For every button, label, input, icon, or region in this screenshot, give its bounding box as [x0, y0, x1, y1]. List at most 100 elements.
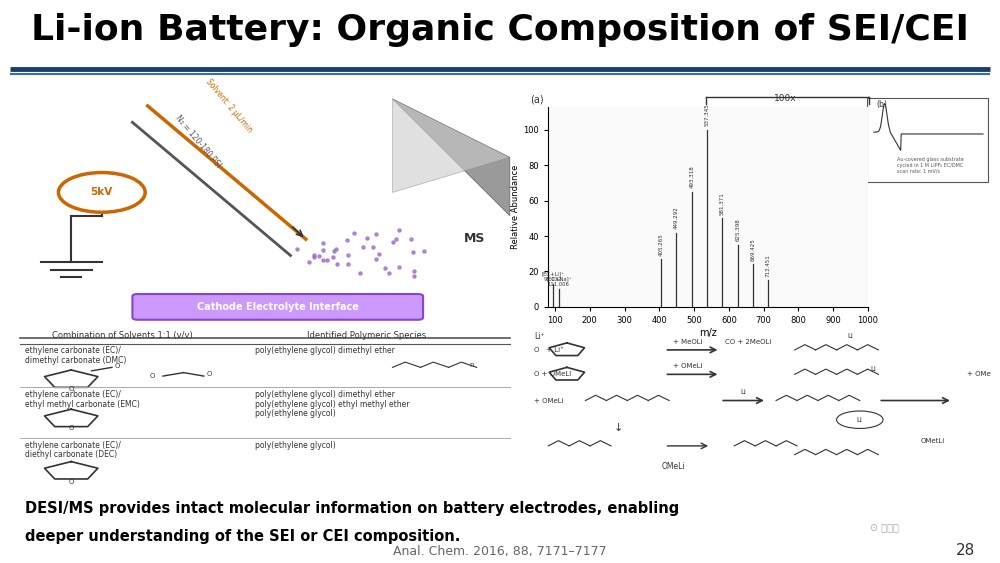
Text: O: O	[150, 373, 155, 379]
Text: ethylene carbonate (EC)/: ethylene carbonate (EC)/	[25, 346, 121, 355]
Text: ethylene carbonate (EC)/: ethylene carbonate (EC)/	[25, 390, 121, 399]
Circle shape	[58, 172, 145, 212]
Text: O: O	[114, 363, 120, 369]
Point	[365, 242, 381, 251]
Text: MS: MS	[463, 232, 485, 245]
Text: Li: Li	[741, 389, 746, 395]
Text: O + OMeLi: O + OMeLi	[534, 372, 572, 377]
Text: deeper understanding of the SEI or CEI composition.: deeper understanding of the SEI or CEI c…	[25, 529, 460, 544]
Text: ⊙ 科研场: ⊙ 科研场	[870, 522, 899, 533]
Y-axis label: Relative Abundance: Relative Abundance	[511, 165, 520, 249]
Text: Combination of Solvents 1:1 (v/v): Combination of Solvents 1:1 (v/v)	[52, 330, 193, 339]
Point	[391, 262, 407, 271]
Text: CO + 2MeOLi: CO + 2MeOLi	[725, 339, 771, 345]
Point	[326, 247, 342, 256]
Text: poly(ethylene glycol) ethyl methyl ether: poly(ethylene glycol) ethyl methyl ether	[255, 400, 409, 409]
Text: ↓: ↓	[613, 423, 623, 434]
Text: O: O	[69, 386, 74, 392]
Point	[359, 233, 375, 242]
FancyBboxPatch shape	[867, 98, 988, 182]
Text: dimethyl carbonate (DMC): dimethyl carbonate (DMC)	[25, 356, 127, 365]
Point	[377, 263, 393, 272]
Point	[346, 228, 362, 237]
Point	[315, 256, 331, 265]
Point	[352, 269, 368, 278]
Text: Au-covered glass substrate
cycled in 1 M LiPF₆ EC/DMC
scan rate: 1 mV/s: Au-covered glass substrate cycled in 1 M…	[897, 157, 964, 174]
Text: [EC+Na]⁺
111.006: [EC+Na]⁺ 111.006	[546, 276, 572, 287]
Text: N₂ = 120-180 PSI: N₂ = 120-180 PSI	[173, 113, 222, 169]
Text: 713.451: 713.451	[766, 254, 771, 277]
Text: ethylene carbonate (EC)/: ethylene carbonate (EC)/	[25, 441, 121, 450]
Text: (b): (b)	[876, 100, 887, 109]
Point	[319, 256, 335, 265]
Polygon shape	[392, 99, 510, 193]
X-axis label: m/z: m/z	[699, 328, 717, 338]
Point	[329, 260, 345, 269]
Point	[385, 238, 401, 247]
Point	[368, 255, 384, 264]
Point	[325, 253, 341, 262]
Text: O: O	[69, 426, 74, 431]
Text: Li⁺: Li⁺	[534, 332, 545, 341]
Point	[368, 230, 384, 239]
Point	[388, 235, 404, 244]
Text: Identified Polymeric Species: Identified Polymeric Species	[307, 330, 427, 339]
Text: + MeOLi: + MeOLi	[673, 339, 703, 345]
Point	[355, 243, 371, 252]
Text: Li: Li	[871, 366, 877, 372]
Text: 625.398: 625.398	[735, 218, 740, 242]
Text: 449.292: 449.292	[674, 206, 679, 229]
Text: Solvent: 2 μL/min: Solvent: 2 μL/min	[204, 77, 254, 134]
Point	[405, 248, 421, 257]
Text: [EC+Li]⁺
95.032: [EC+Li]⁺ 95.032	[542, 271, 565, 282]
Text: O   + Li⁺: O + Li⁺	[534, 347, 564, 353]
Point	[311, 252, 327, 261]
Point	[339, 235, 355, 244]
Text: Cathode Electrolyte Interface: Cathode Electrolyte Interface	[197, 302, 359, 312]
Text: Li: Li	[848, 333, 853, 339]
Text: OMeLi: OMeLi	[662, 462, 686, 471]
Text: Li-ion Battery: Organic Composition of SEI/CEI: Li-ion Battery: Organic Composition of S…	[31, 13, 969, 47]
Text: 669.425: 669.425	[751, 238, 756, 261]
Point	[328, 245, 344, 254]
Text: 5kV: 5kV	[91, 187, 113, 198]
Text: + OMe: + OMe	[967, 372, 990, 377]
Text: DESI/MS provides intact molecular information on battery electrodes, enabling: DESI/MS provides intact molecular inform…	[25, 502, 679, 516]
Text: 581.371: 581.371	[720, 192, 725, 215]
Text: Li: Li	[857, 417, 863, 423]
Text: 28: 28	[956, 543, 975, 558]
Text: OMetLi: OMetLi	[920, 437, 944, 444]
Text: diethyl carbonate (DEC): diethyl carbonate (DEC)	[25, 450, 117, 459]
Point	[315, 238, 331, 247]
Point	[289, 244, 305, 253]
Text: + OMeLi: + OMeLi	[673, 363, 703, 369]
Point	[306, 252, 322, 261]
Point	[340, 251, 356, 260]
Text: + OMeLi: + OMeLi	[534, 397, 564, 404]
Point	[371, 249, 387, 258]
Text: O: O	[206, 372, 212, 377]
Point	[315, 245, 331, 254]
Point	[301, 257, 317, 266]
Text: + Li⁺: + Li⁺	[748, 118, 771, 127]
Text: poly(ethylene glycol) dimethyl ether: poly(ethylene glycol) dimethyl ether	[255, 390, 395, 399]
Text: poly(ethylene glycol): poly(ethylene glycol)	[255, 441, 336, 450]
Text: poly(ethylene glycol) dimethyl ether: poly(ethylene glycol) dimethyl ether	[255, 346, 395, 355]
Text: 405.265: 405.265	[659, 233, 664, 256]
Text: 537.345: 537.345	[705, 104, 710, 127]
Polygon shape	[392, 99, 510, 216]
Text: (a): (a)	[530, 94, 543, 104]
Point	[416, 247, 432, 256]
Text: O: O	[69, 479, 74, 485]
Point	[406, 267, 422, 276]
Point	[340, 260, 356, 269]
Text: n: n	[469, 362, 474, 368]
Text: 493.318: 493.318	[689, 166, 694, 189]
Point	[381, 269, 397, 278]
Text: Anal. Chem. 2016, 88, 7171–7177: Anal. Chem. 2016, 88, 7171–7177	[393, 545, 607, 558]
Text: poly(ethylene glycol): poly(ethylene glycol)	[255, 409, 336, 418]
FancyBboxPatch shape	[132, 294, 423, 320]
Point	[406, 272, 422, 281]
Text: ethyl methyl carbonate (EMC): ethyl methyl carbonate (EMC)	[25, 400, 140, 409]
Text: 100x: 100x	[774, 94, 797, 103]
